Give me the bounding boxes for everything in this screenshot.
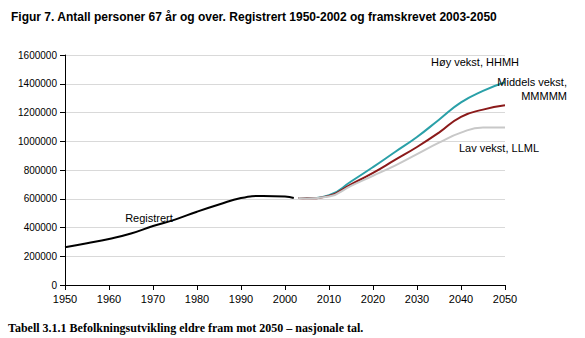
svg-text:1200000: 1200000	[18, 107, 57, 118]
svg-text:1000000: 1000000	[18, 136, 57, 147]
svg-text:1600000: 1600000	[18, 50, 57, 61]
svg-text:600000: 600000	[24, 193, 58, 204]
svg-text:1400000: 1400000	[18, 78, 57, 89]
svg-text:1970: 1970	[141, 293, 165, 305]
svg-text:Lav vekst, LLML: Lav vekst, LLML	[459, 142, 539, 154]
svg-text:Middels vekst,: Middels vekst,	[497, 76, 567, 88]
svg-text:Figur 7. Antall personer 67 år: Figur 7. Antall personer 67 år og over. …	[11, 10, 497, 24]
svg-text:1950: 1950	[53, 293, 77, 305]
svg-text:2050: 2050	[493, 293, 517, 305]
svg-text:2010: 2010	[317, 293, 341, 305]
svg-text:800000: 800000	[24, 165, 58, 176]
svg-text:400000: 400000	[24, 222, 58, 233]
svg-text:1990: 1990	[229, 293, 253, 305]
svg-text:1980: 1980	[185, 293, 209, 305]
svg-text:2030: 2030	[405, 293, 429, 305]
svg-text:2020: 2020	[361, 293, 385, 305]
svg-text:2000: 2000	[273, 293, 297, 305]
svg-text:MMMMM: MMMMM	[521, 90, 567, 102]
svg-text:Tabell 3.1.1 Befolkningsutvikl: Tabell 3.1.1 Befolkningsutvikling eldre …	[8, 321, 363, 335]
svg-text:Høy vekst, HHMH: Høy vekst, HHMH	[431, 56, 519, 68]
svg-text:200000: 200000	[24, 251, 58, 262]
svg-text:2040: 2040	[449, 293, 473, 305]
svg-text:1960: 1960	[97, 293, 121, 305]
svg-text:0: 0	[51, 280, 57, 291]
svg-text:Registrert: Registrert	[125, 212, 173, 224]
